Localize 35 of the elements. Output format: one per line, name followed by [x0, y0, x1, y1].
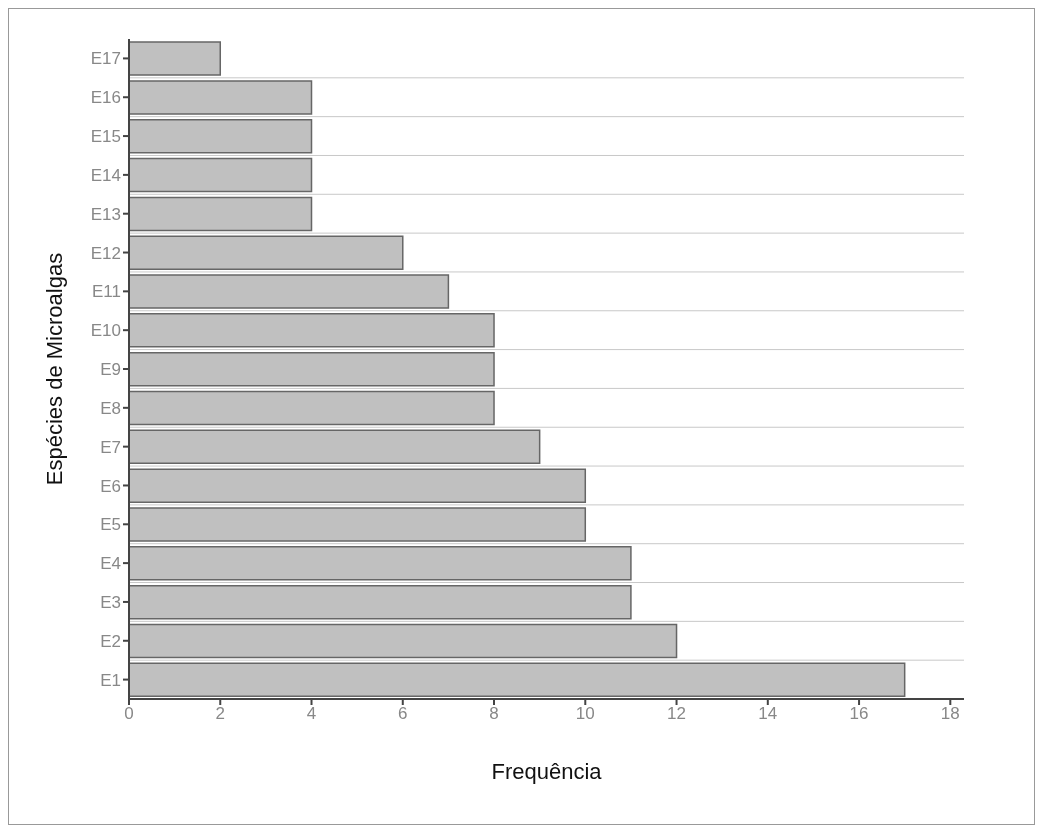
y-tick-label: E12	[90, 243, 121, 263]
y-tick-label: E7	[100, 437, 121, 457]
x-tick-label: 16	[849, 704, 869, 724]
y-axis-title: Espécies de Microalgas	[41, 252, 67, 486]
y-tick-label: E17	[90, 49, 121, 69]
y-tick-label: E16	[90, 88, 121, 108]
y-tick-label: E11	[92, 282, 121, 302]
x-tick-label: 6	[398, 704, 408, 724]
x-tick-label: 4	[306, 704, 317, 724]
x-tick-label: 18	[940, 704, 960, 724]
bar	[129, 351, 495, 387]
y-tick-label: E13	[90, 204, 121, 224]
bar	[129, 584, 632, 620]
y-tick-label: E10	[90, 321, 121, 341]
y-tick-label: E4	[100, 554, 121, 574]
y-tick-label: E5	[100, 515, 121, 535]
x-tick-label: 10	[575, 704, 595, 724]
bar	[129, 390, 495, 426]
x-tick-label: 0	[124, 704, 134, 724]
y-tick-label: E8	[100, 398, 121, 418]
bar	[129, 662, 906, 698]
y-tick-label: E2	[100, 631, 121, 651]
bar	[129, 157, 313, 193]
y-tick-label: E1	[100, 670, 121, 690]
x-tick-label: 8	[489, 704, 499, 724]
y-tick-label: E14	[90, 165, 121, 185]
y-tick-label: E9	[100, 360, 121, 380]
x-tick-label: 2	[215, 704, 225, 724]
x-tick-label: 12	[667, 704, 686, 724]
x-axis-title: Frequência	[491, 759, 603, 784]
bar	[129, 623, 678, 659]
y-tick-label: E6	[100, 476, 121, 496]
x-tick-label: 14	[758, 704, 778, 724]
y-tick-label: E3	[100, 592, 121, 612]
y-tick-label: E15	[90, 127, 121, 147]
